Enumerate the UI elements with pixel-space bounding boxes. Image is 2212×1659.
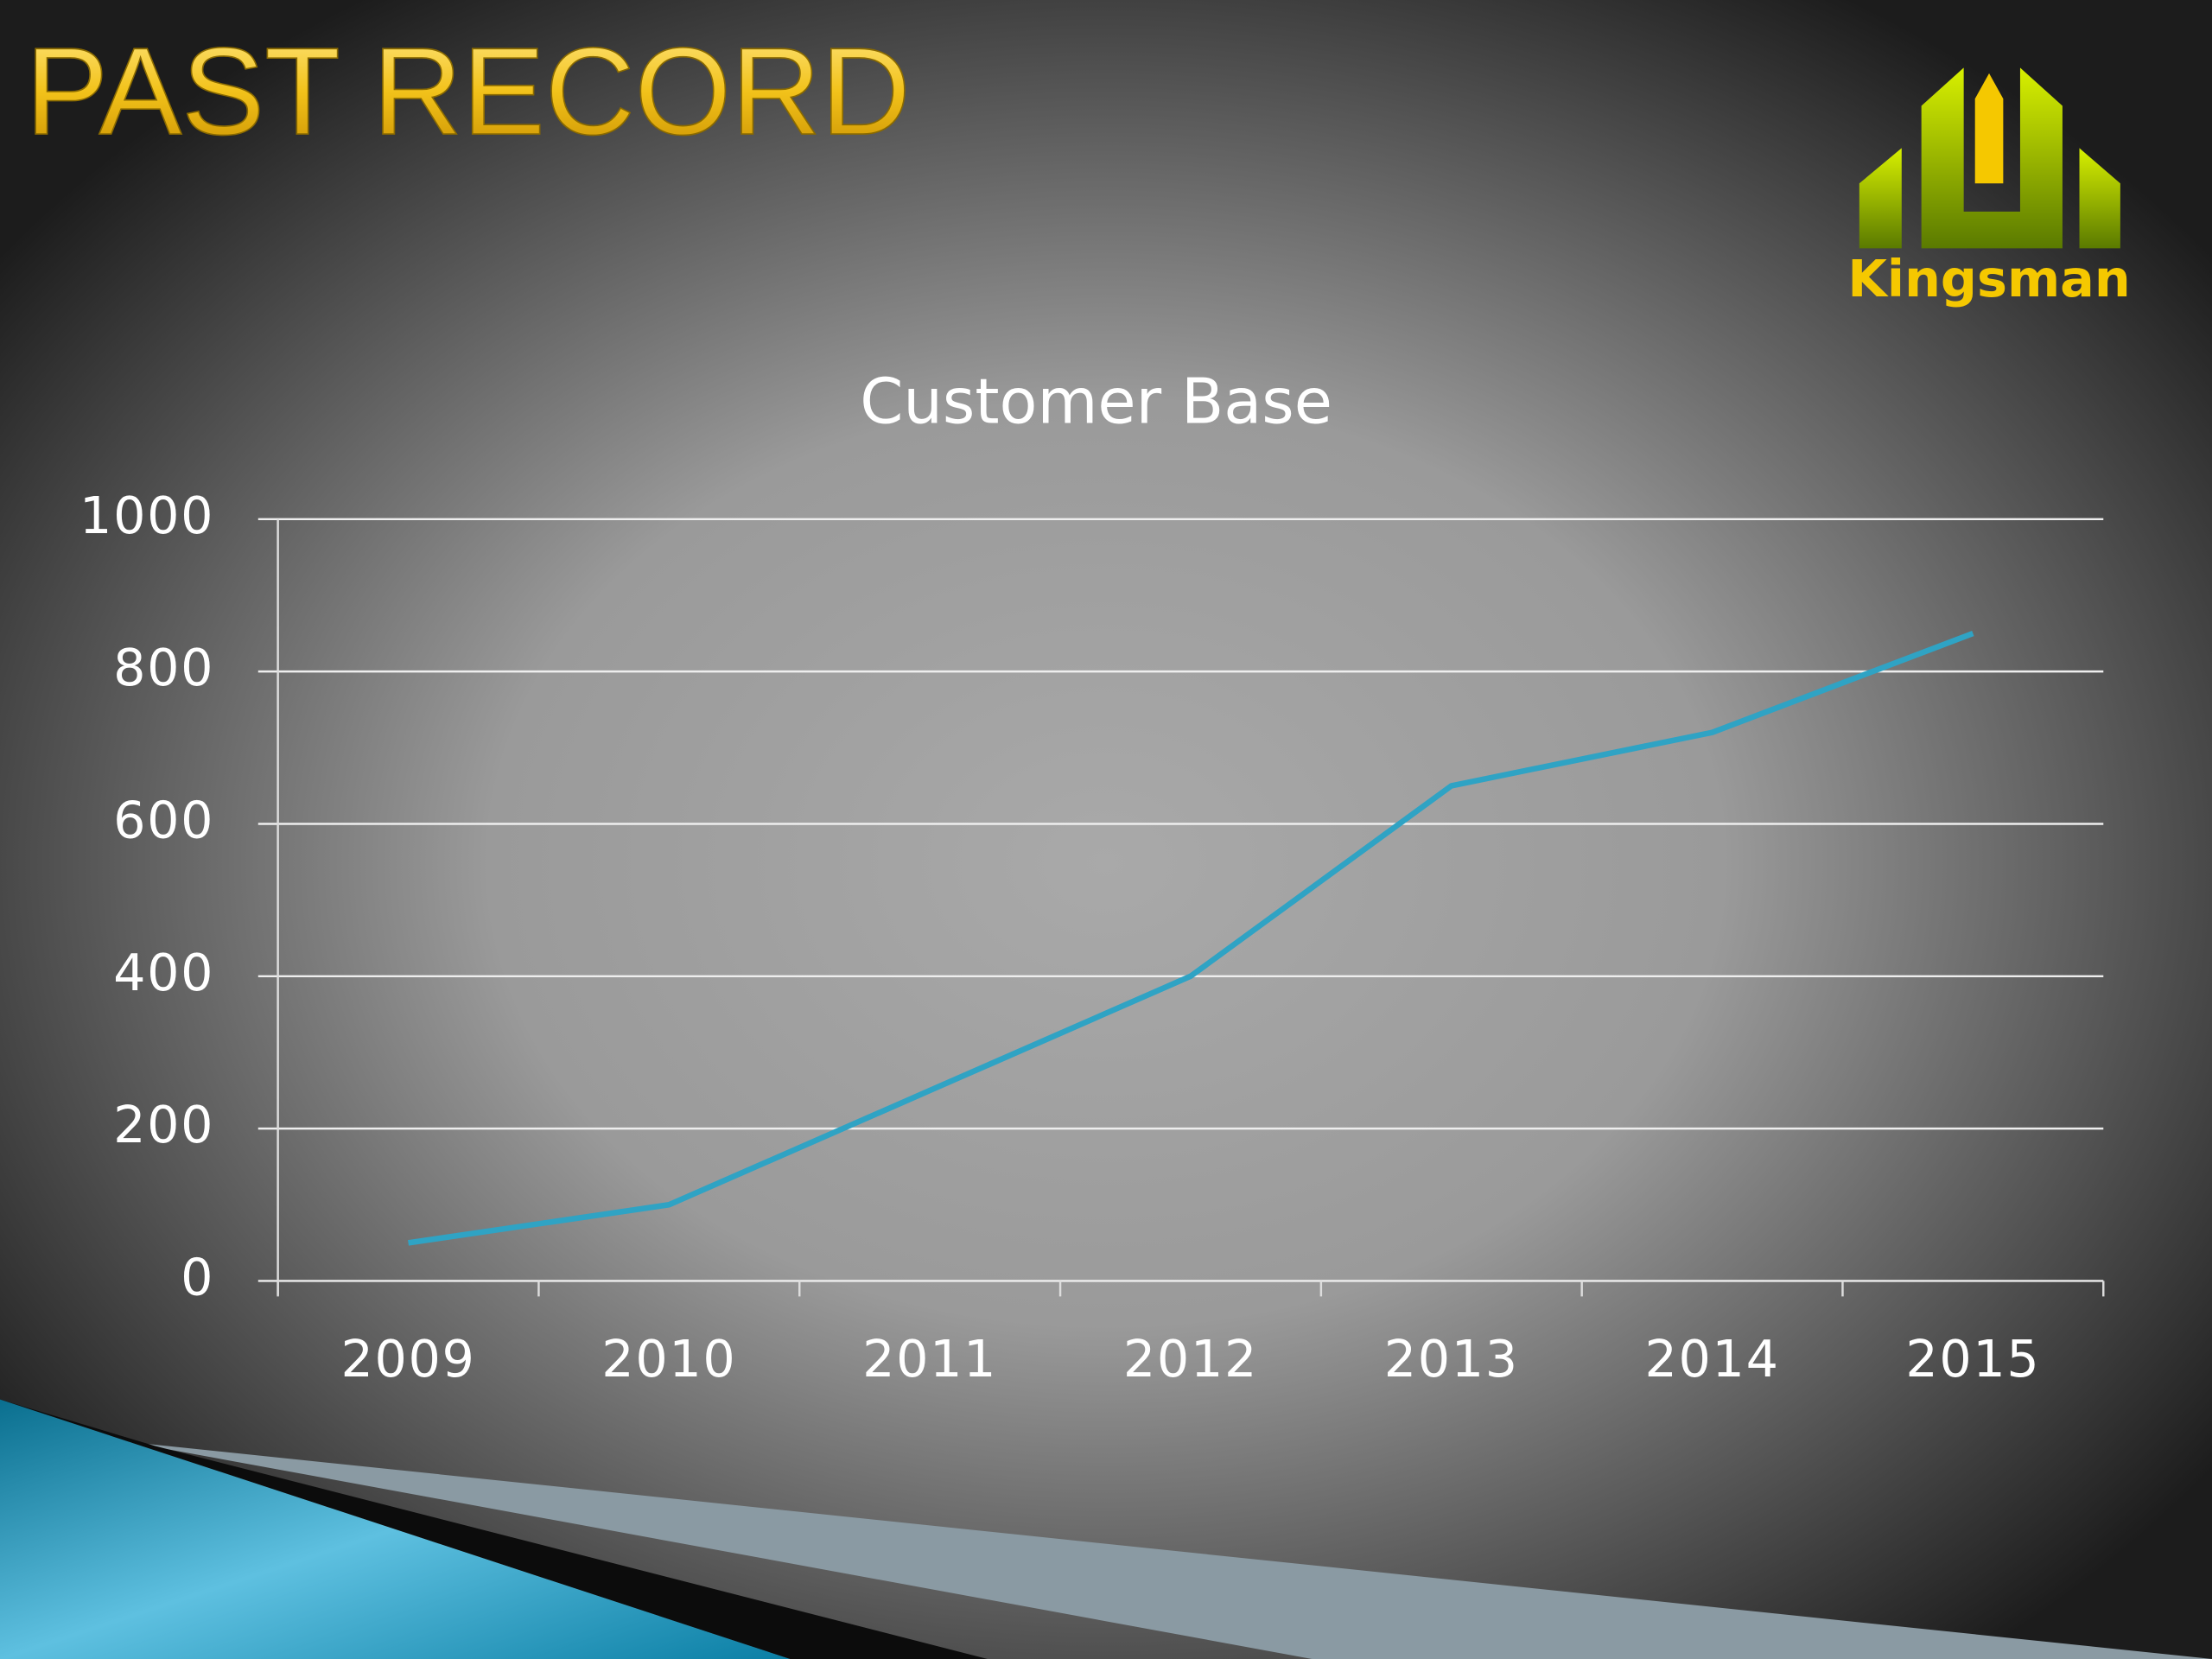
x-tick-label: 2009 [340,1329,475,1389]
y-tick-label: 0 [181,1248,214,1307]
y-tick-label: 400 [113,943,214,1002]
y-tick-label: 200 [113,1095,214,1154]
y-tick-label: 800 [113,638,214,697]
logo-shape [1921,67,2063,249]
data-line [408,631,1974,1246]
logo-shape [1859,148,1902,249]
logo-shape [2079,148,2120,249]
y-tick-label: 600 [113,791,214,850]
chart-title: Customer Base [860,365,1332,438]
slide-title: PAST RECORD [25,22,910,161]
x-tick-label: 2012 [1123,1329,1258,1389]
x-tick-label: 2011 [862,1329,997,1389]
x-tick-label: 2014 [1645,1329,1780,1389]
x-tick-label: 2013 [1384,1329,1519,1389]
y-tick-label: 1000 [79,486,214,545]
logo-text: Kingsman [1847,249,2130,308]
logo: Kingsman [1847,67,2131,308]
deco-band [126,1441,2212,1659]
plot: 0 200 400 600 800 1000 2009 2010 2011 2012 2013 201… [79,486,2105,1389]
x-tick-label: 2010 [601,1329,736,1389]
x-tick-label: 2015 [1905,1329,2040,1389]
deco-wedge [0,1399,791,1659]
logo-shape [1974,73,2004,184]
